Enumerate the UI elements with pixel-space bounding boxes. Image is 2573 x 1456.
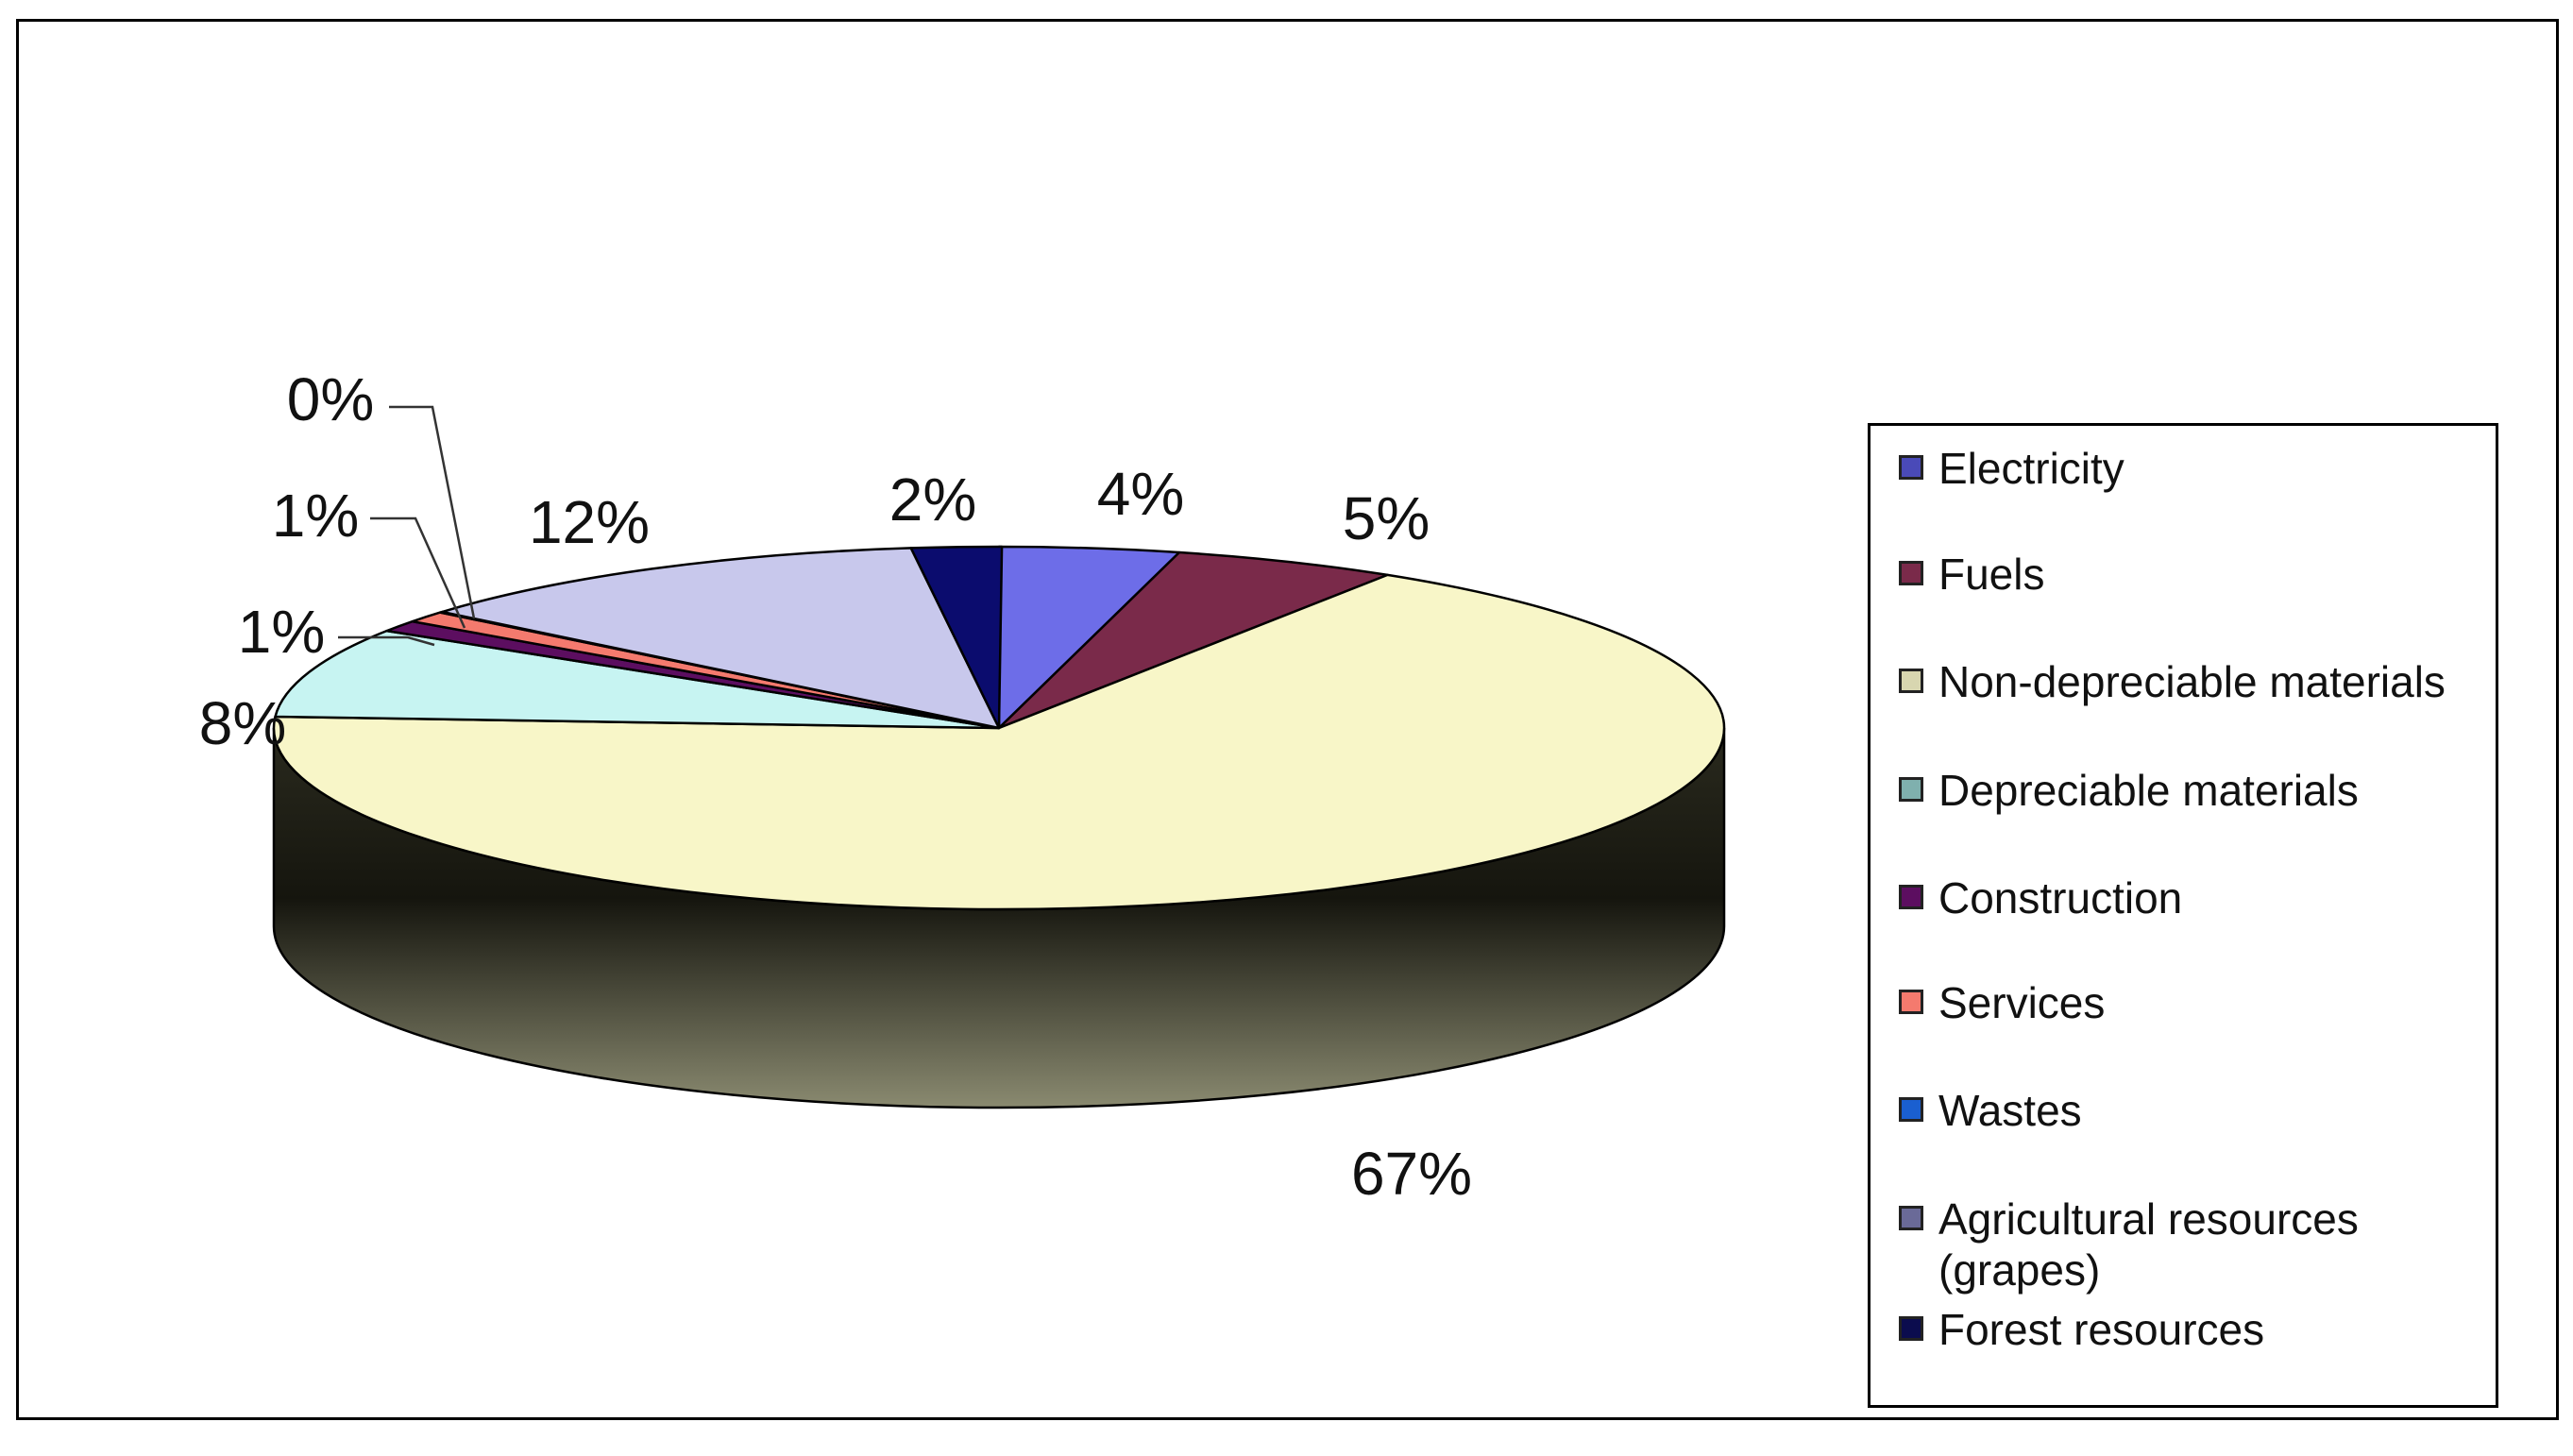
slice-label-agricultural-resources-grapes: 12% bbox=[529, 488, 650, 556]
pie-slices bbox=[272, 545, 1726, 911]
slice-label-non-depreciable-materials: 67% bbox=[1351, 1140, 1472, 1208]
legend-label: Agricultural resources (grapes) bbox=[1938, 1194, 2359, 1295]
chart-frame: 4% 5% 67% 8% 1% 1% 0% 12% 2% Electricity Fuels Non… bbox=[16, 19, 2559, 1420]
slice-label-depreciable-materials: 8% bbox=[199, 689, 287, 757]
slice-non-depreciable-materials bbox=[272, 573, 1726, 911]
slice-labels: 4% 5% 67% 8% 1% 1% 0% 12% 2% bbox=[199, 365, 1472, 1208]
slice-label-electricity: 4% bbox=[1097, 460, 1185, 528]
legend-swatch bbox=[1899, 777, 1923, 802]
pie-chart: 4% 5% 67% 8% 1% 1% 0% 12% 2% bbox=[199, 365, 1726, 1208]
legend: Electricity Fuels Non-depreciable material… bbox=[1868, 423, 2498, 1408]
legend-label: Fuels bbox=[1938, 550, 2045, 599]
legend-label: Non-depreciable materials bbox=[1938, 657, 2446, 706]
legend-swatch bbox=[1899, 1206, 1923, 1230]
legend-swatch bbox=[1899, 561, 1923, 585]
legend-label: Services bbox=[1938, 978, 2106, 1027]
legend-label: Wastes bbox=[1938, 1086, 2082, 1135]
slice-label-fuels: 5% bbox=[1343, 484, 1430, 552]
slice-label-construction: 1% bbox=[238, 598, 326, 666]
legend-label: Depreciable materials bbox=[1938, 766, 2359, 815]
legend-label: Forest resources bbox=[1938, 1305, 2265, 1354]
legend-swatch bbox=[1899, 990, 1923, 1014]
leader-line-construction bbox=[338, 635, 435, 647]
slice-label-forest-resources: 2% bbox=[889, 466, 977, 533]
legend-label: Construction bbox=[1938, 873, 2183, 923]
legend-swatch bbox=[1899, 669, 1923, 693]
slice-forest-resources bbox=[909, 545, 1004, 730]
leader-line-wastes bbox=[389, 405, 476, 619]
legend-swatch bbox=[1899, 455, 1923, 480]
slice-label-wastes: 0% bbox=[287, 365, 375, 433]
leader-lines bbox=[338, 405, 476, 647]
legend-label: Electricity bbox=[1938, 444, 2124, 493]
legend-swatch bbox=[1899, 885, 1923, 909]
legend-swatch bbox=[1899, 1316, 1923, 1341]
slice-agricultural-resources-grapes bbox=[440, 547, 1001, 730]
slice-label-services: 1% bbox=[272, 482, 360, 550]
legend-swatch bbox=[1899, 1097, 1923, 1122]
slice-fuels bbox=[997, 550, 1389, 730]
leader-line-services bbox=[370, 516, 466, 629]
